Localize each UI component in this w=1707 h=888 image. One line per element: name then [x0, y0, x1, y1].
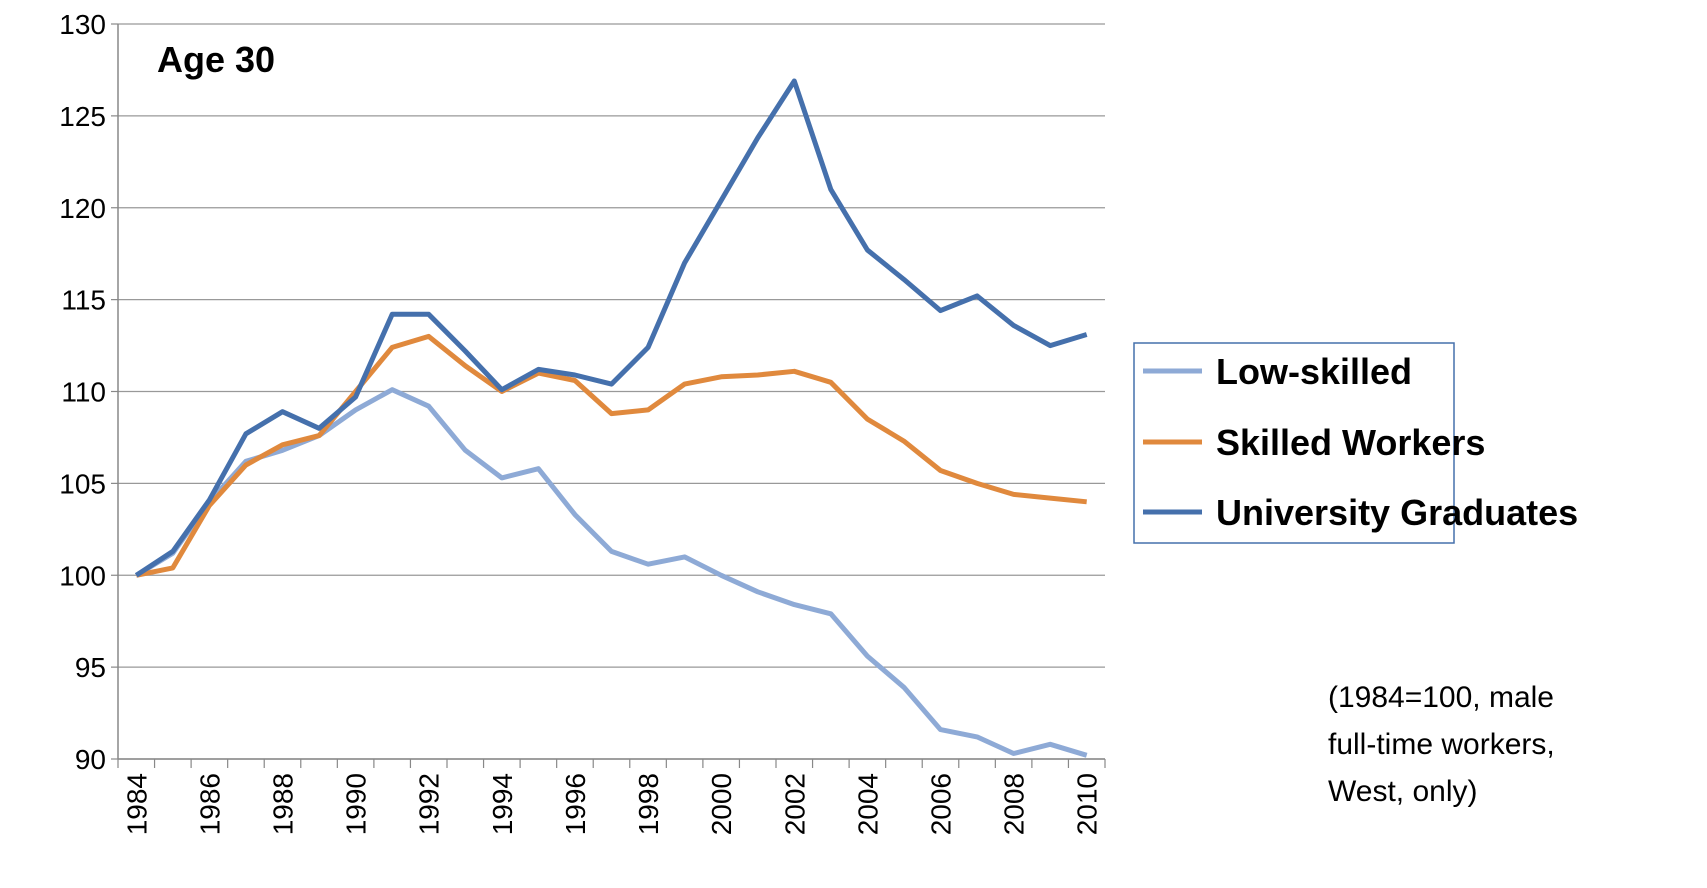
note: (1984=100, male [1328, 681, 1554, 714]
y-tick-label: 130 [59, 9, 106, 40]
x-tick-label: 2006 [926, 773, 957, 835]
y-tick-label: 95 [75, 652, 106, 683]
x-tick-label: 2008 [999, 773, 1030, 835]
note: West, only) [1328, 775, 1478, 808]
y-tick-label: 120 [59, 193, 106, 224]
y-tick-label: 125 [59, 101, 106, 132]
note: full-time workers, [1328, 728, 1555, 761]
series-line [135, 387, 1088, 758]
x-tick-label: 1988 [268, 773, 299, 835]
x-tick-label: 1998 [633, 773, 664, 835]
chart-title: Age 30 [157, 39, 275, 80]
y-tick-label: 110 [61, 377, 106, 408]
legend-label: Low-skilled [1216, 351, 1412, 392]
x-tick-label: 1984 [121, 773, 152, 835]
legend-label: University Graduates [1216, 492, 1578, 533]
y-tick-label: 90 [75, 744, 106, 775]
x-tick-label: 2004 [852, 773, 883, 835]
x-tick-label: 1996 [560, 773, 591, 835]
series-line [134, 78, 1088, 578]
legend-label: Skilled Workers [1216, 422, 1485, 463]
x-tick-label: 1990 [341, 773, 372, 835]
y-tick-label: 115 [61, 285, 106, 316]
x-tick-label: 1994 [487, 773, 518, 835]
series-line [135, 333, 1087, 578]
x-tick-label: 2010 [1072, 773, 1103, 835]
x-tick-label: 1986 [194, 773, 225, 835]
y-tick-label: 100 [59, 560, 106, 591]
y-tick-label: 105 [59, 468, 106, 499]
legend-box [1133, 342, 1455, 544]
x-tick-label: 1992 [414, 773, 445, 835]
x-tick-label: 2002 [779, 773, 810, 835]
x-tick-label: 2000 [706, 773, 737, 835]
